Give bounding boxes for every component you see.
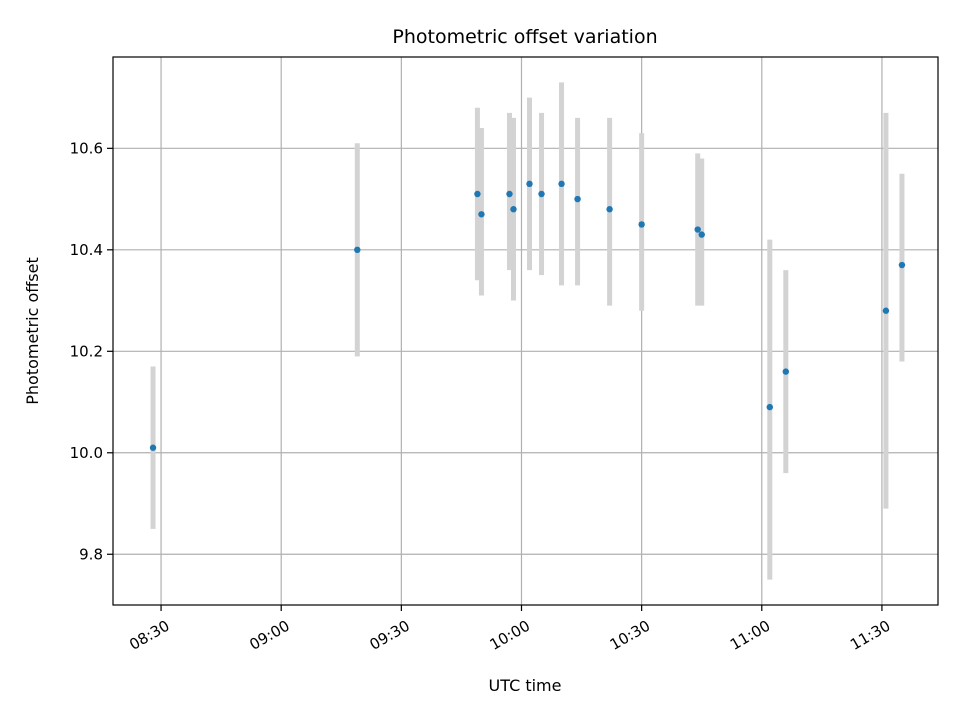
data-point bbox=[506, 190, 513, 198]
data-point bbox=[898, 261, 906, 269]
data-point bbox=[510, 206, 517, 213]
plot-frame bbox=[112, 56, 939, 606]
grid bbox=[113, 57, 938, 605]
data-point bbox=[538, 190, 545, 198]
data-point bbox=[574, 195, 581, 203]
data-point bbox=[882, 307, 890, 314]
y-tick-label: 10.6 bbox=[70, 139, 103, 157]
x-axis-label: UTC time bbox=[489, 676, 562, 695]
y-tick-label: 10.4 bbox=[70, 241, 103, 259]
y-axis-label: Photometric offset bbox=[23, 257, 42, 405]
data-point bbox=[474, 190, 481, 198]
data-point bbox=[149, 444, 157, 451]
chart-title: Photometric offset variation bbox=[392, 26, 657, 48]
y-tick-label: 10.0 bbox=[70, 444, 103, 462]
data-point bbox=[606, 206, 613, 213]
y-axis-ticks: 9.8 10.0 10.2 10.4 10.6 bbox=[70, 139, 113, 563]
y-tick-label: 10.2 bbox=[70, 342, 103, 360]
data-point bbox=[354, 246, 361, 254]
data-point bbox=[782, 368, 790, 375]
y-tick-label: 9.8 bbox=[79, 545, 103, 563]
data-point bbox=[478, 211, 485, 218]
data-points bbox=[149, 180, 906, 451]
data-point bbox=[698, 231, 705, 238]
data-point bbox=[558, 180, 565, 188]
data-point bbox=[694, 226, 701, 233]
data-point bbox=[526, 180, 533, 188]
data-point bbox=[638, 221, 645, 228]
data-point bbox=[766, 403, 773, 411]
